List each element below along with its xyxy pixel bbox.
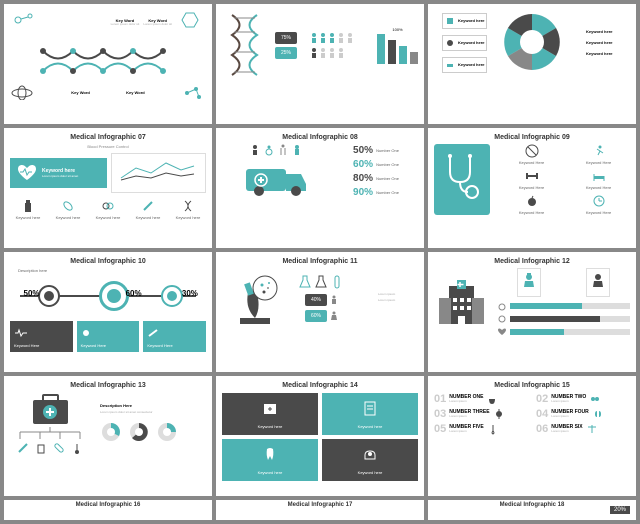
heartbeat-icon xyxy=(16,164,38,182)
donut2-icon xyxy=(128,421,150,443)
bandage-icon xyxy=(53,442,65,454)
bottle-icon xyxy=(21,199,35,213)
bed-icon xyxy=(592,169,606,183)
pct-tag: 75% xyxy=(275,32,297,44)
molecule-icon xyxy=(10,10,40,30)
slide-12: Medical Infographic 15 01NUMBER ONELorem… xyxy=(428,376,636,496)
tube-icon xyxy=(331,274,343,290)
medkit-icon xyxy=(28,392,73,427)
pulse-icon xyxy=(14,328,28,338)
slide-1: Key WordLorem ipsum dolor sit Key WordLo… xyxy=(4,4,212,124)
slide-14: Medical Infographic 17 xyxy=(216,500,424,520)
slide-6: Medical Infographic 09 Keyword Here Keyw… xyxy=(428,128,636,248)
donut1-icon xyxy=(100,421,122,443)
male-icon xyxy=(330,295,338,305)
clock-icon xyxy=(592,194,606,208)
running-icon xyxy=(592,144,606,158)
dna-small-icon xyxy=(181,199,195,213)
bar xyxy=(377,34,385,64)
slide-2: 75% 25% 100% xyxy=(216,4,424,124)
syringe3-icon xyxy=(17,442,29,454)
med-icon xyxy=(445,16,455,26)
no-smoking-icon xyxy=(525,144,539,158)
doctor2-icon xyxy=(590,272,606,288)
slide-15: Medical Infographic 18 20% xyxy=(428,500,636,520)
slide-3: Keyword here Keyword here Keyword here K… xyxy=(428,4,636,124)
chart-icon xyxy=(116,158,196,183)
ambulance-icon xyxy=(241,159,311,199)
people-row-icon xyxy=(309,32,369,44)
slide-4: Medical Infographic 07 Blood Pressure Co… xyxy=(4,128,212,248)
slide-11: Medical Infographic 14 Keyword here Keyw… xyxy=(216,376,424,496)
tree-lines-icon xyxy=(10,427,90,442)
pills2-icon xyxy=(589,393,601,405)
kit-icon xyxy=(261,399,279,417)
slide-10: Medical Infographic 13 Description Here … xyxy=(4,376,212,496)
slide-grid: Key WordLorem ipsum dolor sit Key WordLo… xyxy=(0,0,640,524)
slide-7: Medical Infographic 10 Description here … xyxy=(4,252,212,372)
microscope-icon xyxy=(230,268,280,328)
wheelchair2-icon xyxy=(497,301,507,311)
hands-icon xyxy=(361,445,379,463)
dna-icon xyxy=(38,41,178,81)
stethoscope-icon xyxy=(442,152,482,202)
slide-8: Medical Infographic 11 40% 60% Lorem ips… xyxy=(216,252,424,372)
med2-icon xyxy=(445,38,455,48)
syringe2-icon xyxy=(147,328,161,338)
person-icon xyxy=(250,144,260,156)
female-icon xyxy=(330,311,338,321)
crutch-icon xyxy=(278,144,288,156)
tooth-icon xyxy=(261,445,279,463)
flask-icon xyxy=(299,274,311,290)
donut3-icon xyxy=(156,421,178,443)
pill-icon xyxy=(61,199,75,213)
heart-icon xyxy=(497,327,507,337)
wheelchair-icon xyxy=(264,144,274,156)
clipboard-icon xyxy=(361,399,379,417)
capsule-icon xyxy=(101,199,115,213)
syringe-icon xyxy=(141,199,155,213)
hospital-icon xyxy=(434,278,489,328)
molecule2-icon xyxy=(181,85,206,100)
people-row2-icon xyxy=(309,47,369,59)
gender-icon xyxy=(497,314,507,324)
flask2-icon xyxy=(315,274,327,290)
pie-wheel-icon xyxy=(500,10,565,75)
dropper-icon xyxy=(487,423,499,435)
virus-icon xyxy=(493,408,505,420)
mortar-icon xyxy=(486,393,498,405)
bottle2-icon xyxy=(35,442,47,454)
pills-icon xyxy=(81,328,95,338)
thermometer-icon xyxy=(71,442,83,454)
scale-icon xyxy=(586,423,598,435)
med3-icon xyxy=(445,60,455,70)
nurse-icon xyxy=(521,272,537,288)
hexagon-icon xyxy=(176,10,206,30)
slide-5: Medical Infographic 08 50%Number One 60%… xyxy=(216,128,424,248)
slide-13: Medical Infographic 16 xyxy=(4,500,212,520)
dna-vertical-icon xyxy=(222,10,267,80)
weight-icon xyxy=(525,169,539,183)
atom-icon xyxy=(10,85,35,100)
lungs-icon xyxy=(592,408,604,420)
slide-9: Medical Infographic 12 xyxy=(428,252,636,372)
apple-icon xyxy=(525,194,539,208)
doctor-icon xyxy=(292,144,302,156)
